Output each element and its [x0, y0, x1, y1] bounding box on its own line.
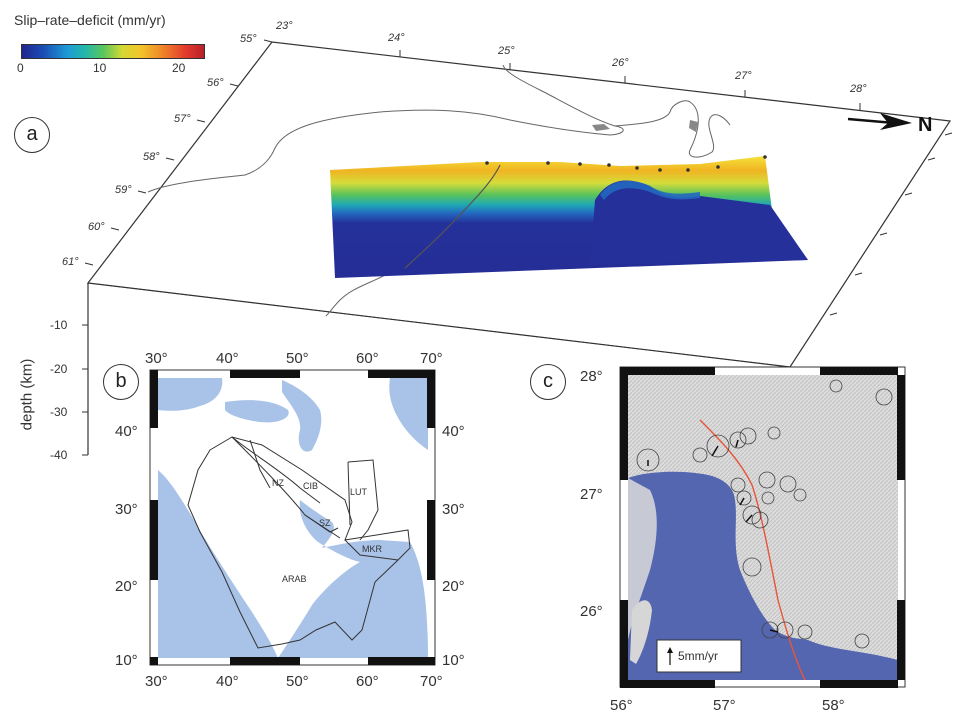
lat-tick-60: 60° [88, 221, 105, 233]
region-cib: CIB [303, 481, 319, 491]
panel-a-label: a [14, 117, 50, 153]
depth-axis-title: depth (km) [18, 358, 36, 431]
c-lon-57: 57° [713, 697, 736, 714]
c-lat-28: 28° [580, 368, 603, 385]
lat-tick-59: 59° [115, 184, 132, 196]
lon-tick-23: 23° [276, 20, 293, 32]
lon-tick-26: 26° [612, 57, 629, 69]
depth-tick-20: -20 [50, 362, 68, 376]
panel-c-map [619, 366, 906, 688]
b-bot-lon-70: 70° [420, 673, 443, 690]
depth-tick-40: -40 [50, 448, 68, 462]
region-sz: SZ [319, 518, 331, 528]
lat-tick-57: 57° [174, 113, 191, 125]
lat-tick-61: 61° [62, 256, 79, 268]
b-top-lon-60: 60° [356, 350, 379, 367]
depth-tick-30: -30 [50, 405, 68, 419]
lon-tick-27: 27° [735, 70, 752, 82]
b-bot-lon-40: 40° [216, 673, 239, 690]
velocity-scale-label: 5mm/yr [678, 649, 718, 663]
lon-tick-25: 25° [498, 45, 515, 57]
b-bot-lon-50: 50° [286, 673, 309, 690]
colorbar-tick-20: 20 [172, 61, 186, 75]
b-top-lon-50: 50° [286, 350, 309, 367]
b-left-lat-40: 40° [115, 423, 138, 440]
colorbar-tick-10: 10 [93, 61, 107, 75]
panel-b-label: b [103, 364, 139, 400]
c-lon-56: 56° [610, 697, 633, 714]
b-left-lat-30: 30° [115, 501, 138, 518]
b-right-lat-40: 40° [442, 423, 465, 440]
b-top-lon-40: 40° [216, 350, 239, 367]
region-nz: NZ [272, 478, 284, 488]
coastline-a [147, 64, 624, 193]
b-left-lat-10: 10° [115, 652, 138, 669]
slip-rate-colorbar [21, 44, 205, 59]
c-lat-26: 26° [580, 603, 603, 620]
b-bot-lon-30: 30° [145, 673, 168, 690]
b-bot-lon-60: 60° [356, 673, 379, 690]
depth-tick-10: -10 [50, 318, 68, 332]
lon-tick-24: 24° [388, 32, 405, 44]
b-top-lon-70: 70° [420, 350, 443, 367]
lon-tick-28: 28° [850, 83, 867, 95]
north-label: N [918, 114, 933, 136]
lat-tick-58: 58° [143, 151, 160, 163]
north-arrow-icon [847, 113, 912, 130]
colorbar-title: Slip–rate–deficit (mm/yr) [14, 12, 166, 28]
b-right-lat-20: 20° [442, 578, 465, 595]
b-right-lat-10: 10° [442, 652, 465, 669]
lat-tick-55: 55° [240, 33, 257, 45]
panel-c-label: c [530, 364, 566, 400]
c-lon-58: 58° [822, 697, 845, 714]
region-arab: ARAB [282, 574, 307, 584]
region-lut: LUT [350, 487, 368, 497]
colorbar-tick-0: 0 [17, 61, 24, 75]
panel-b-map [149, 369, 436, 666]
c-lat-27: 27° [580, 486, 603, 503]
lat-tick-56: 56° [207, 77, 224, 89]
b-left-lat-20: 20° [115, 578, 138, 595]
region-mkr: MKR [362, 544, 382, 554]
b-right-lat-30: 30° [442, 501, 465, 518]
b-top-lon-30: 30° [145, 350, 168, 367]
